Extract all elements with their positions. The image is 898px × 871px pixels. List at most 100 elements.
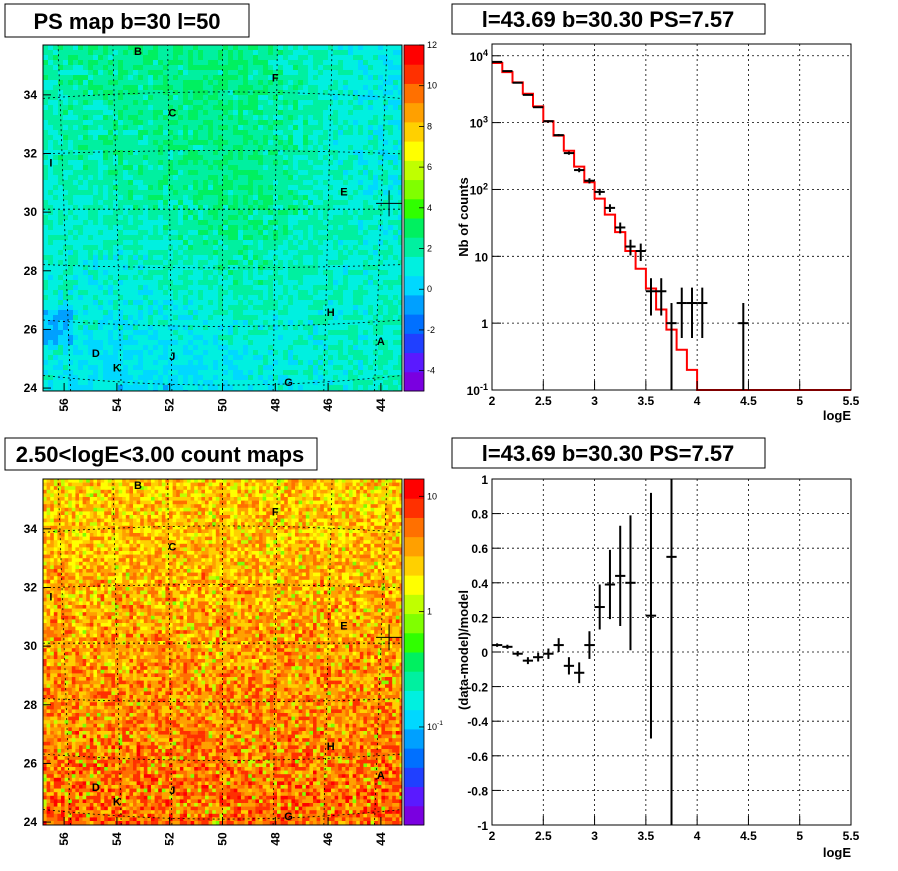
heatmap-cell (133, 90, 139, 96)
heatmap-cell (128, 335, 134, 341)
heatmap-cell (208, 290, 214, 296)
heatmap-cell (383, 305, 389, 311)
heatmap-cell (218, 220, 224, 226)
heatmap-cell (113, 85, 119, 91)
heatmap-cell (293, 170, 299, 176)
heatmap-cell (383, 360, 389, 366)
heatmap-cell (288, 220, 294, 226)
heatmap-cell (303, 195, 309, 201)
heatmap-cell (238, 375, 244, 381)
heatmap-cell (203, 325, 209, 331)
heatmap-cell (373, 200, 379, 206)
heatmap-cell (198, 380, 204, 386)
heatmap-cell (78, 75, 84, 81)
heatmap-cell (298, 250, 304, 256)
heatmap-cell (368, 250, 374, 256)
heatmap-cell (198, 300, 204, 306)
heatmap-cell (353, 325, 359, 331)
heatmap-cell (263, 145, 269, 151)
heatmap-cell (123, 370, 129, 376)
heatmap-cell (308, 300, 314, 306)
heatmap-cell (388, 195, 394, 201)
heatmap-cell (93, 105, 99, 111)
heatmap-cell (148, 340, 154, 346)
heatmap-cell (383, 140, 389, 146)
heatmap-cell (238, 270, 244, 276)
heatmap-cell (93, 300, 99, 306)
heatmap-cell (143, 375, 149, 381)
heatmap-cell (193, 330, 199, 336)
heatmap-cell (358, 205, 364, 211)
heatmap-cell (303, 90, 309, 96)
heatmap-cell (308, 380, 314, 386)
heatmap-cell (133, 315, 139, 321)
heatmap-cell (163, 135, 169, 141)
heatmap-cell (73, 300, 79, 306)
heatmap-cell (273, 130, 279, 136)
heatmap-cell (263, 265, 269, 271)
heatmap-cell (238, 335, 244, 341)
heatmap-cell (93, 350, 99, 356)
heatmap-cell (383, 60, 389, 66)
heatmap-cell (228, 250, 234, 256)
heatmap-cell (223, 105, 229, 111)
heatmap-cell (278, 380, 284, 386)
heatmap-cell (388, 45, 394, 51)
heatmap-cell (253, 135, 259, 141)
heatmap-cell (108, 210, 114, 216)
heatmap-cell (78, 125, 84, 131)
heatmap-cell (338, 340, 344, 346)
heatmap-cell (328, 345, 334, 351)
heatmap-cell (223, 240, 229, 246)
heatmap-cell (48, 245, 54, 251)
heatmap-cell (293, 230, 299, 236)
heatmap-cell (348, 300, 354, 306)
heatmap-cell (133, 95, 139, 101)
heatmap-cell (43, 125, 49, 131)
heatmap-cell (293, 175, 299, 181)
heatmap-cell (173, 340, 179, 346)
heatmap-cell (368, 240, 374, 246)
heatmap-cell (68, 315, 74, 321)
heatmap-cell (343, 105, 349, 111)
heatmap-cell (293, 180, 299, 186)
heatmap-cell (78, 265, 84, 271)
heatmap-cell (303, 110, 309, 116)
heatmap-cell (98, 375, 104, 381)
heatmap-cell (318, 375, 324, 381)
heatmap-cell (388, 320, 394, 326)
heatmap-cell (108, 360, 114, 366)
heatmap-cell (393, 140, 399, 146)
heatmap-cell (128, 145, 134, 151)
heatmap-cell (348, 200, 354, 206)
heatmap-cell (368, 325, 374, 331)
heatmap-cell (278, 370, 284, 376)
heatmap-cell (213, 145, 219, 151)
heatmap-cell (308, 290, 314, 296)
heatmap-cell (168, 150, 174, 156)
heatmap-cell (338, 70, 344, 76)
heatmap-cell (133, 325, 139, 331)
heatmap-cell (178, 80, 184, 86)
heatmap-cell (353, 365, 359, 371)
heatmap-cell (193, 375, 199, 381)
heatmap-cell (203, 265, 209, 271)
heatmap-cell (363, 255, 369, 261)
heatmap-cell (328, 385, 334, 391)
heatmap-cell (78, 50, 84, 56)
heatmap-cell (83, 340, 89, 346)
heatmap-cell (383, 75, 389, 81)
heatmap-cell (308, 165, 314, 171)
heatmap-cell (248, 210, 254, 216)
heatmap-cell (243, 175, 249, 181)
heatmap-cell (393, 275, 399, 281)
heatmap-cell (173, 375, 179, 381)
heatmap-cell (108, 325, 114, 331)
heatmap-cell (193, 70, 199, 76)
heatmap-cell (278, 125, 284, 131)
heatmap-cell (303, 135, 309, 141)
heatmap-cell (263, 140, 269, 146)
heatmap-cell (378, 175, 384, 181)
heatmap-cell (163, 220, 169, 226)
heatmap-cell (258, 135, 264, 141)
